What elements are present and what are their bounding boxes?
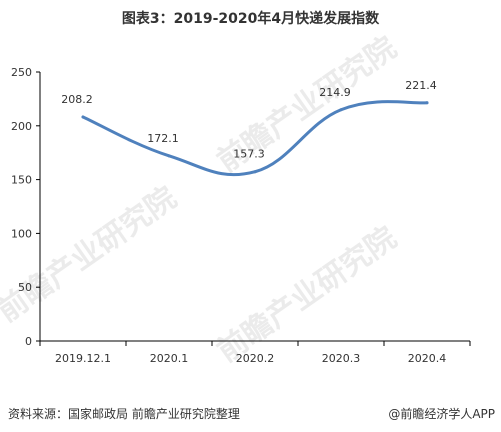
source-note: 资料来源：国家邮政局 前瞻产业研究院整理	[8, 407, 240, 421]
y-tick-label: 250	[11, 66, 32, 79]
data-point	[339, 108, 343, 112]
series	[81, 100, 429, 177]
data-point	[167, 154, 171, 158]
x-tick-label: 2020.2	[236, 352, 275, 365]
x-tick-label: 2020.1	[150, 352, 189, 365]
data-label: 157.3	[233, 148, 265, 161]
x-tick-label: 2020.3	[322, 352, 361, 365]
data-label: 172.1	[147, 132, 179, 145]
data-label: 221.4	[405, 79, 437, 92]
line-chart: 0 50 100 150 200 250 2019.12.1 2020.1 2020.2 202…	[11, 66, 471, 365]
chart-title: 图表3：2019-2020年4月快递发展指数	[121, 11, 380, 27]
x-axis: 2019.12.1 2020.1 2020.2 2020.3 2020.4	[39, 340, 471, 365]
data-labels: 208.2 172.1 157.3 214.9 221.4	[61, 79, 437, 161]
data-point	[81, 115, 85, 119]
y-tick-label: 0	[25, 335, 32, 348]
y-axis: 0 50 100 150 200 250	[11, 66, 41, 348]
y-tick-label: 50	[18, 281, 32, 294]
data-label: 214.9	[319, 86, 351, 99]
data-point	[425, 101, 429, 105]
x-tick-label: 2019.12.1	[55, 352, 111, 365]
y-tick-label: 150	[11, 174, 32, 187]
brand-credit: @前瞻经济学人APP	[388, 407, 495, 421]
series-line	[81, 100, 429, 177]
data-label: 208.2	[61, 93, 93, 106]
data-point	[253, 170, 257, 174]
x-tick-label: 2020.4	[408, 352, 447, 365]
y-tick-label: 100	[11, 227, 32, 240]
y-tick-label: 200	[11, 120, 32, 133]
